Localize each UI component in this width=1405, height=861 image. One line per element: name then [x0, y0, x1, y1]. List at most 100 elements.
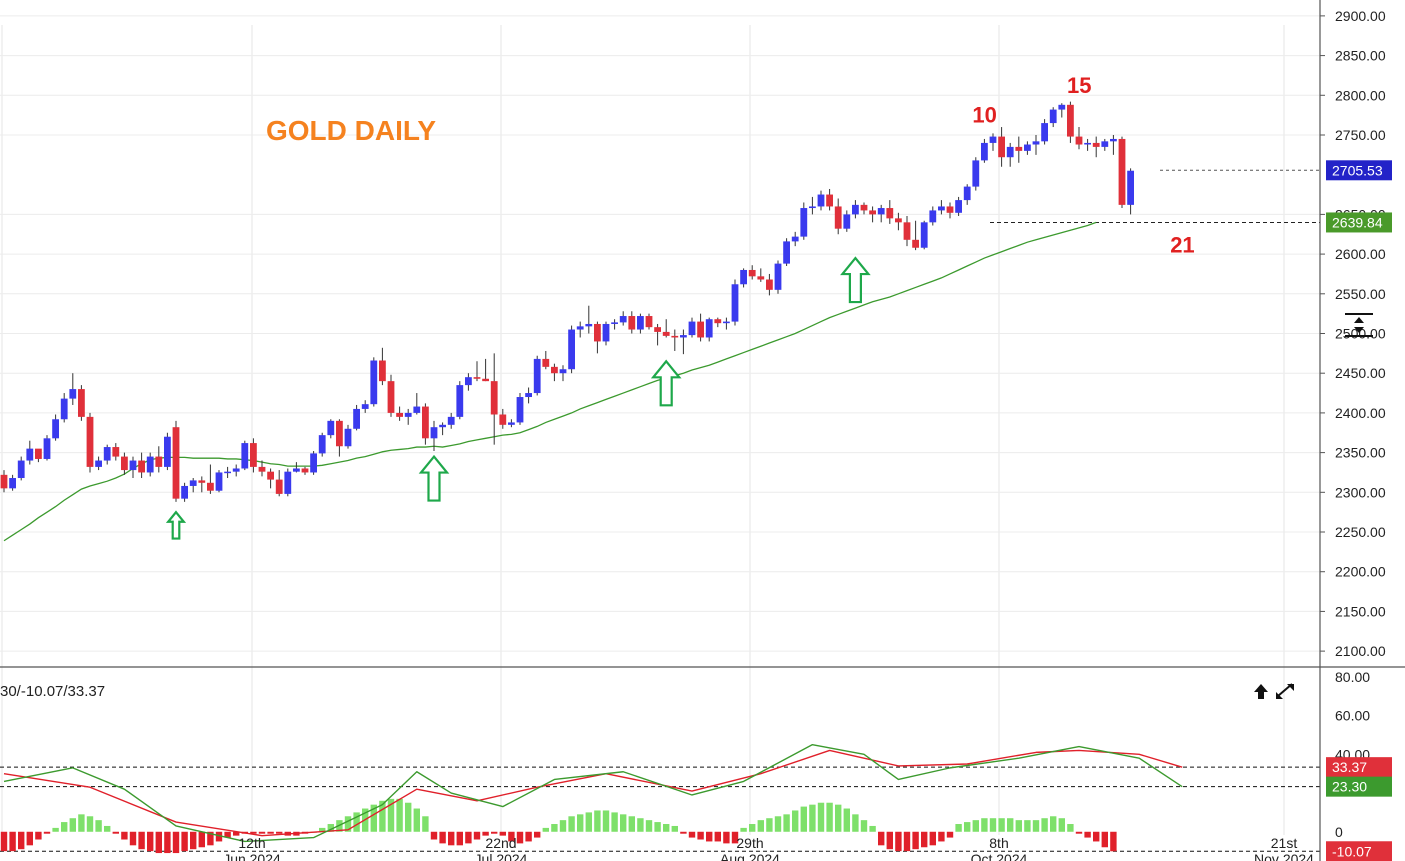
annotations-layer: 10 15 21 [972, 73, 1194, 258]
candle-body-down [628, 316, 636, 330]
candle [9, 474, 16, 491]
candle-body-up [972, 160, 980, 187]
candle [232, 464, 240, 477]
candle [611, 319, 618, 330]
candle-body-down [903, 222, 911, 240]
candle-body-down [379, 360, 386, 382]
histogram-bar [714, 831, 721, 842]
candle-body-up [576, 326, 584, 330]
histogram-bar [860, 820, 868, 832]
candle-body-up [1110, 138, 1117, 142]
histogram-bar [534, 831, 541, 838]
candle [826, 188, 833, 211]
candle-body-up [129, 460, 137, 471]
candle [955, 196, 962, 216]
indicator-main-line [3, 743, 1183, 843]
histogram-bar [792, 810, 799, 832]
candle [26, 440, 34, 465]
histogram-bar [164, 831, 171, 854]
price-tick-label: 2450.00 [1335, 365, 1386, 381]
ma-value-badge: 2639.84 [1326, 212, 1392, 233]
histogram-bar [379, 800, 386, 832]
candle-body-down [275, 479, 283, 494]
candle [422, 403, 429, 445]
candle [576, 321, 584, 338]
candle [155, 446, 163, 473]
candle-body-down [138, 460, 145, 473]
candle [172, 420, 180, 502]
candle [86, 412, 94, 473]
candle [17, 456, 25, 481]
candle-body-down [396, 412, 403, 417]
support-arrow-icon [418, 454, 450, 502]
candle-body-up [17, 460, 25, 479]
candle [748, 265, 756, 280]
candle [1127, 168, 1134, 215]
candle [946, 202, 954, 219]
move-pane-up-icon[interactable] [1254, 684, 1268, 699]
candle-body-up [164, 436, 171, 467]
histogram-bar [645, 820, 653, 832]
histogram-bar [938, 831, 945, 842]
candle-body-up [43, 438, 51, 459]
candle [731, 279, 739, 326]
ma-value-badge-bg [1326, 212, 1392, 233]
candle [791, 231, 799, 247]
price-tick-label: 2300.00 [1335, 484, 1386, 500]
candle [370, 357, 378, 407]
histogram-bar [18, 831, 25, 850]
candle-body-down [886, 208, 894, 219]
histogram-bar [903, 831, 911, 852]
histogram-bar [491, 831, 498, 834]
histogram-bar [989, 818, 997, 832]
histogram-bar [1032, 820, 1040, 832]
histogram-bar [422, 816, 429, 832]
candle [284, 468, 292, 497]
candle [585, 305, 593, 334]
candle-body-up [465, 377, 472, 386]
date-label-day: 8th [989, 835, 1008, 851]
candle [1041, 119, 1048, 145]
candle [387, 374, 395, 417]
candle-body-down [267, 471, 274, 480]
candle [1110, 134, 1117, 155]
candle-body-up [843, 214, 851, 229]
histogram-bar [1075, 831, 1083, 834]
candle-body-up [800, 208, 808, 237]
candle [473, 361, 481, 382]
candle [1049, 107, 1057, 128]
candle-body-up [361, 404, 369, 409]
histogram-bar [448, 831, 455, 846]
histogram-bar [551, 824, 558, 832]
histogram-bar [723, 831, 730, 844]
candle [430, 420, 438, 452]
histogram-bar [138, 831, 145, 850]
candle [43, 435, 51, 461]
last-price-badge-label: 2705.53 [1332, 162, 1383, 178]
price-axis[interactable]: 2900.002850.002800.002750.002650.002600.… [1320, 8, 1386, 659]
histogram-bar [559, 820, 567, 832]
candle [963, 184, 971, 205]
candle [396, 406, 403, 421]
histogram-bar [353, 812, 360, 832]
scale-adjust-icon[interactable] [1345, 313, 1373, 337]
histogram-bar [912, 831, 919, 850]
candle [783, 238, 790, 267]
candle [834, 198, 842, 235]
candle-body-up [103, 447, 111, 461]
histogram-bar [1110, 831, 1117, 852]
histogram-bar [319, 827, 326, 832]
histogram-bar [740, 827, 747, 832]
candle [852, 200, 859, 219]
candle [1067, 101, 1074, 143]
candle [903, 215, 911, 247]
candle-body-up [1049, 109, 1057, 124]
candle [275, 470, 283, 497]
maximize-pane-icon[interactable] [1276, 683, 1294, 699]
candle [809, 196, 816, 215]
candle-body-up [791, 236, 799, 242]
candle [465, 373, 472, 391]
histogram-bar [396, 798, 403, 832]
